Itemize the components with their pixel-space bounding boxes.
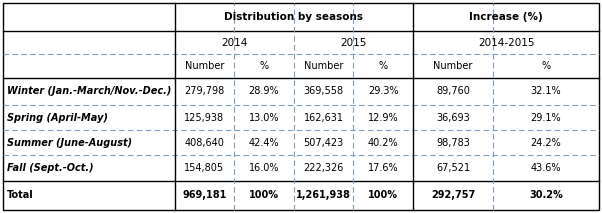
Text: 292,757: 292,757 [431, 190, 475, 200]
Text: Total: Total [7, 190, 34, 200]
Text: Spring (April-May): Spring (April-May) [7, 112, 108, 122]
Text: 30.2%: 30.2% [529, 190, 563, 200]
Text: 17.6%: 17.6% [368, 163, 399, 173]
Text: Number: Number [433, 61, 473, 71]
Text: 507,423: 507,423 [303, 138, 344, 148]
Text: 98,783: 98,783 [436, 138, 470, 148]
Text: 43.6%: 43.6% [531, 163, 561, 173]
Text: 29.3%: 29.3% [368, 86, 399, 96]
Text: Summer (June-August): Summer (June-August) [7, 138, 132, 148]
Text: 28.9%: 28.9% [249, 86, 279, 96]
Text: %: % [259, 61, 268, 71]
Text: Fall (Sept.-Oct.): Fall (Sept.-Oct.) [7, 163, 94, 173]
Text: 222,326: 222,326 [303, 163, 344, 173]
Text: %: % [379, 61, 388, 71]
Text: 13.0%: 13.0% [249, 112, 279, 122]
Text: 2015: 2015 [340, 38, 367, 48]
Text: 12.9%: 12.9% [368, 112, 399, 122]
Text: 369,558: 369,558 [303, 86, 344, 96]
Text: 279,798: 279,798 [184, 86, 225, 96]
Text: 42.4%: 42.4% [249, 138, 279, 148]
Text: 67,521: 67,521 [436, 163, 470, 173]
Text: Winter (Jan.-March/Nov.-Dec.): Winter (Jan.-March/Nov.-Dec.) [7, 86, 172, 96]
Text: %: % [541, 61, 550, 71]
Text: Number: Number [304, 61, 343, 71]
Text: 969,181: 969,181 [182, 190, 226, 200]
Text: 16.0%: 16.0% [249, 163, 279, 173]
Text: 2014-2015: 2014-2015 [478, 38, 534, 48]
Text: 32.1%: 32.1% [530, 86, 561, 96]
Text: 100%: 100% [368, 190, 399, 200]
Text: 29.1%: 29.1% [530, 112, 561, 122]
Text: 2014: 2014 [221, 38, 247, 48]
Text: 100%: 100% [249, 190, 279, 200]
Text: 162,631: 162,631 [303, 112, 344, 122]
Text: 154,805: 154,805 [184, 163, 225, 173]
Text: 1,261,938: 1,261,938 [296, 190, 351, 200]
Text: Increase (%): Increase (%) [469, 12, 543, 22]
Text: 40.2%: 40.2% [368, 138, 399, 148]
Text: 24.2%: 24.2% [530, 138, 561, 148]
Text: Number: Number [185, 61, 224, 71]
Text: Distribution by seasons: Distribution by seasons [225, 12, 364, 22]
Text: 36,693: 36,693 [436, 112, 470, 122]
Text: 408,640: 408,640 [184, 138, 225, 148]
Text: 125,938: 125,938 [184, 112, 225, 122]
Text: 89,760: 89,760 [436, 86, 470, 96]
